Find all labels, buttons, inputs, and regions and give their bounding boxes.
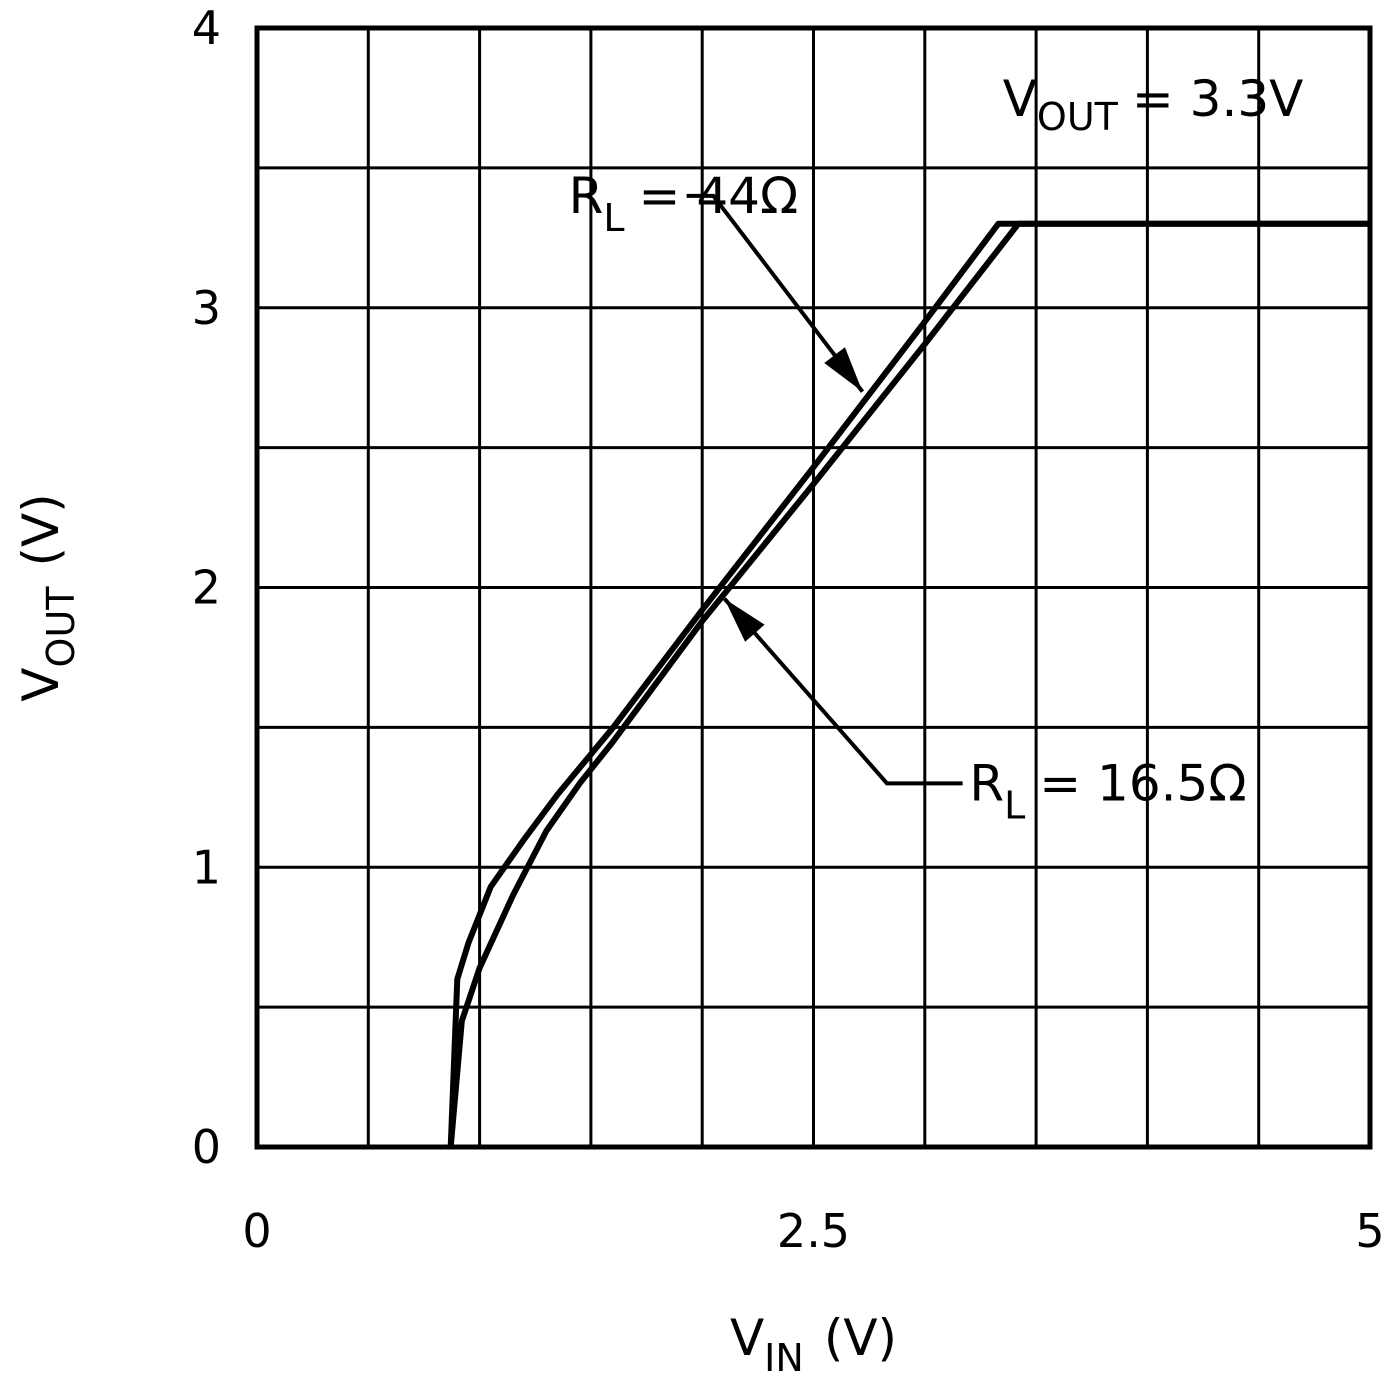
series-label-16-5-ohm-sub: L [1004,783,1025,827]
y-axis-label-sub: OUT [39,586,83,668]
y-axis-label: VOUT (V) [12,493,83,701]
arrow-line-1 [722,597,963,786]
series-label-44-ohm-rest: = 44Ω [639,167,799,225]
x-tick-label: 2.5 [777,1204,850,1258]
x-axis-label: VIN (V) [730,1309,897,1380]
y-tick-label: 3 [192,281,221,335]
x-axis-label-sub: IN [764,1336,804,1380]
series-line-1 [447,220,1370,1148]
condition-annotation: VOUT = 3.3V [1003,70,1304,139]
series-label-44-ohm: RL = 44Ω [569,167,799,240]
arrow-head-1 [724,598,765,642]
y-axis-label-main: V [12,667,70,701]
x-tick-label: 5 [1355,1204,1384,1258]
tick-labels: 0 2.5 5 0 1 2 3 4 [192,1,1385,1258]
x-tick-label: 0 [242,1204,271,1258]
arrow-head-0 [824,347,863,392]
condition-main: V [1003,70,1037,128]
y-tick-label: 4 [192,1,221,55]
y-tick-label: 2 [192,561,221,615]
series-label-16-5-ohm-rest: = 16.5Ω [1039,754,1246,812]
series-label-16-5-ohm: RL = 16.5Ω [969,754,1246,827]
plot-frame [254,25,1373,1150]
series-label-44-ohm-sub: L [603,196,624,240]
series-line-0 [447,220,1370,1148]
arrow-line-0 [686,193,865,393]
series-layer [447,220,1370,1148]
series-label-16-5-ohm-main: R [969,754,1004,812]
y-tick-label: 0 [192,1120,221,1174]
annotation-arrows [686,193,963,786]
x-axis-label-unit: (V) [824,1309,897,1367]
condition-rest: = 3.3V [1132,70,1304,128]
x-axis-label-main: V [730,1309,764,1367]
series-label-44-ohm-main: R [569,167,604,225]
grid [257,28,1370,1147]
y-tick-label: 1 [192,840,221,894]
condition-sub: OUT [1037,95,1119,139]
y-axis-label-unit: (V) [12,493,70,566]
